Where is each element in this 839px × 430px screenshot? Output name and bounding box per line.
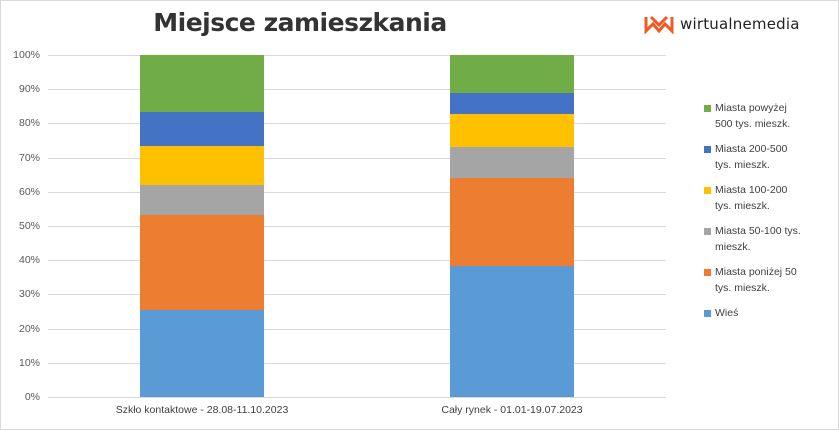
legend-item: Miasta 50-100 tys. mieszk. <box>704 223 834 255</box>
gridline <box>48 328 666 330</box>
legend-label: Miasta 50-100 tys. mieszk. <box>715 225 801 253</box>
gridline <box>48 191 666 193</box>
legend-label: Miasta poniżej 50 tys. mieszk. <box>715 266 797 294</box>
bar-segment <box>450 92 574 115</box>
gridline <box>48 362 666 364</box>
legend-item: Wieś <box>704 305 834 321</box>
y-tick-label: 60% <box>18 185 40 198</box>
y-tick-label: 90% <box>18 83 40 96</box>
legend-label: Miasta 100-200 tys. mieszk. <box>715 184 788 212</box>
legend-swatch-icon <box>704 228 711 235</box>
gridline <box>48 89 666 91</box>
chart-title: Miejsce zamieszkania <box>153 8 447 37</box>
gridline <box>48 260 666 262</box>
x-tick-label: Cały rynek - 01.01-19.07.2023 <box>441 404 583 416</box>
logo: wirtualnemedia <box>644 14 800 34</box>
legend: Miasta powyżej 500 tys. mieszk. Miasta 200… <box>704 100 834 330</box>
stacked-bar <box>140 55 264 397</box>
gridline <box>48 157 666 159</box>
y-tick-label: 70% <box>18 151 40 164</box>
legend-swatch-icon <box>704 310 711 317</box>
bar-segment <box>450 114 574 148</box>
gridline <box>48 123 666 125</box>
legend-swatch-icon <box>704 146 711 153</box>
bar-segment <box>140 215 264 311</box>
gridline <box>48 294 666 296</box>
y-tick-label: 0% <box>24 391 40 403</box>
y-tick-label: 20% <box>18 322 40 335</box>
logo-text: wirtualnemedia <box>680 15 800 33</box>
bar-segment <box>140 146 264 185</box>
bar-segment <box>450 266 574 397</box>
y-tick-label: 30% <box>18 288 40 301</box>
y-tick-label: 100% <box>13 49 40 61</box>
legend-item: Miasta powyżej 500 tys. mieszk. <box>704 100 834 132</box>
stacked-bar <box>450 55 574 397</box>
gridline <box>48 397 666 398</box>
legend-swatch-icon <box>704 187 711 194</box>
y-tick-label: 80% <box>18 117 40 130</box>
y-tick-label: 10% <box>18 356 40 369</box>
bar-segment <box>450 147 574 179</box>
legend-swatch-icon <box>704 269 711 276</box>
bar-segment <box>140 112 264 146</box>
bar-segment <box>140 310 264 397</box>
bar-segment <box>450 55 574 93</box>
bar-segment <box>140 184 264 216</box>
bar-segment <box>450 178 574 267</box>
legend-item: Miasta 100-200 tys. mieszk. <box>704 182 834 214</box>
plot-area: 0% 10% 20% 30% 40% 50% 60% 70% 80% 90% 100% <box>13 49 666 403</box>
wm-logo-icon <box>644 15 674 34</box>
gridline <box>48 226 666 227</box>
legend-item: Miasta 200-500 tys. mieszk. <box>704 141 834 173</box>
legend-label: Miasta powyżej 500 tys. mieszk. <box>715 102 791 130</box>
legend-swatch-icon <box>704 105 711 112</box>
x-tick-label: Szkło kontaktowe - 28.08-11.10.2023 <box>115 404 289 416</box>
legend-label: Miasta 200-500 tys. mieszk. <box>715 143 788 171</box>
gridline <box>48 55 666 56</box>
legend-item: Miasta poniżej 50 tys. mieszk. <box>704 264 834 296</box>
bar-segment <box>140 55 264 113</box>
legend-label: Wieś <box>715 307 739 319</box>
y-tick-label: 40% <box>18 254 40 267</box>
y-tick-label: 50% <box>18 220 40 232</box>
